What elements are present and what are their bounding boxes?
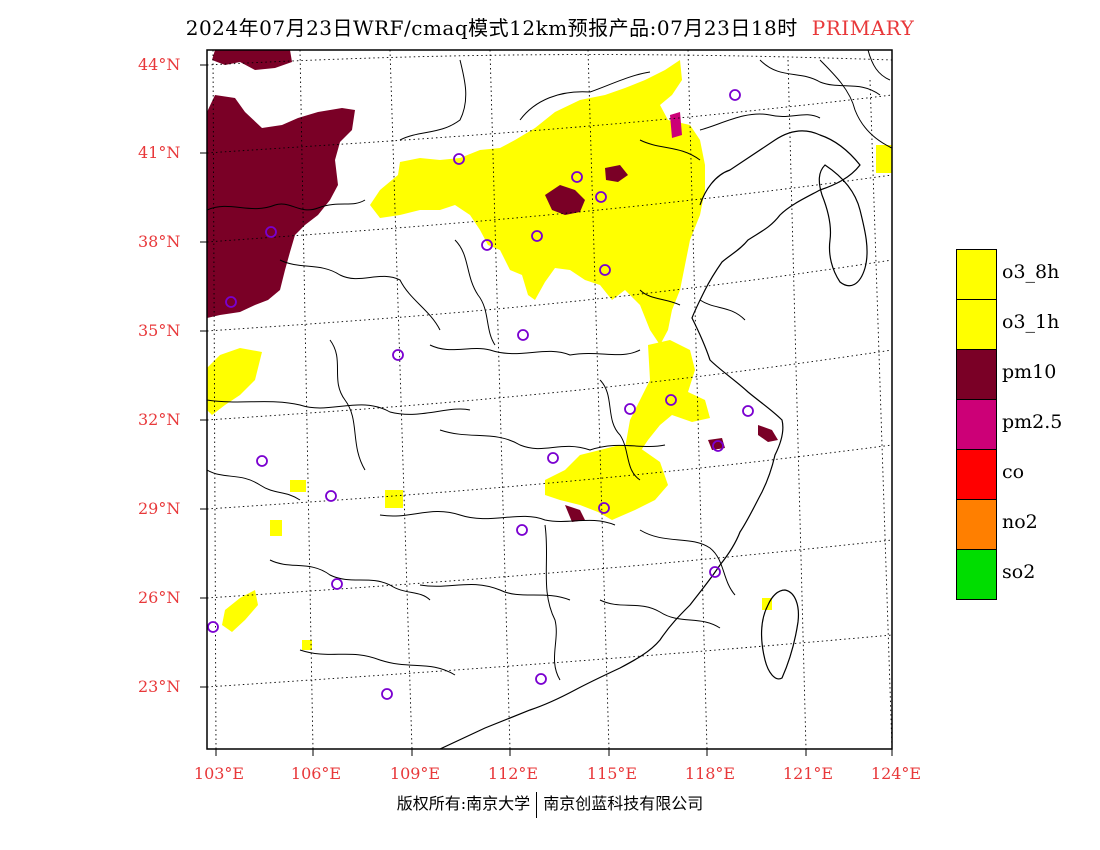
- pmc-cluster-east: [758, 425, 778, 442]
- station-marker: [325, 490, 337, 502]
- lon-label: 106°E: [290, 764, 342, 783]
- lon-label: 115°E: [586, 764, 638, 783]
- pm10-region-north: [212, 50, 292, 70]
- lon-label: 124°E: [870, 764, 922, 783]
- legend-swatch: [956, 449, 997, 500]
- legend-label: pm10: [1002, 361, 1057, 383]
- o3-patch-small-1: [385, 490, 403, 508]
- lat-label: 41°N: [138, 143, 181, 162]
- title-main: 2024年07月23日WRF/cmaq模式12km预报产品:07月23日18时: [185, 16, 798, 40]
- legend-label: so2: [1002, 561, 1036, 583]
- legend-label: no2: [1002, 511, 1038, 533]
- station-marker: [599, 264, 611, 276]
- station-marker: [535, 673, 547, 685]
- lat-label: 26°N: [138, 588, 181, 607]
- station-marker: [453, 153, 465, 165]
- legend-swatch: [956, 299, 997, 350]
- o3-patch-southwest: [222, 590, 258, 632]
- o3-plume-north: [370, 60, 705, 345]
- lon-label: 109°E: [389, 764, 441, 783]
- legend-swatch: [956, 399, 997, 450]
- o3-patch-small-2: [270, 520, 282, 536]
- station-marker: [624, 403, 636, 415]
- lon-label: 121°E: [782, 764, 834, 783]
- station-marker: [665, 394, 677, 406]
- map-frame: [206, 49, 893, 750]
- station-marker: [331, 578, 343, 590]
- legend-label: o3_1h: [1002, 311, 1060, 333]
- lat-label: 23°N: [138, 677, 181, 696]
- o3-patch-central: [545, 445, 668, 520]
- lat-label: 44°N: [138, 55, 181, 74]
- credit-left: 版权所有:南京大学: [396, 794, 531, 813]
- legend-label: pm2.5: [1002, 411, 1063, 433]
- station-marker: [709, 566, 721, 578]
- lon-label: 103°E: [193, 764, 245, 783]
- pm10-cluster-beijing: [545, 185, 585, 215]
- map-title: 2024年07月23日WRF/cmaq模式12km预报产品:07月23日18时 P…: [0, 12, 1100, 41]
- lon-label: 112°E: [487, 764, 539, 783]
- map-area: [207, 50, 892, 749]
- border-northeast: [819, 59, 892, 149]
- pm25-cluster-north: [670, 112, 682, 138]
- lat-label: 38°N: [138, 232, 181, 251]
- province-boundaries: [207, 59, 881, 681]
- credit-right: 南京创蓝科技有限公司: [543, 794, 704, 813]
- station-marker: [256, 455, 268, 467]
- station-marker: [598, 502, 610, 514]
- o3-patch-small-5: [876, 145, 892, 173]
- station-marker: [571, 171, 583, 183]
- pm10-cluster-tianjin: [605, 165, 628, 182]
- lat-label: 32°N: [138, 410, 181, 429]
- legend-swatch: [956, 249, 997, 300]
- station-marker: [225, 296, 237, 308]
- legend-label: o3_8h: [1002, 261, 1060, 283]
- axis-ticks: [200, 64, 893, 756]
- legend-swatch: [956, 349, 997, 400]
- station-marker: [531, 230, 543, 242]
- station-marker: [392, 349, 404, 361]
- o3-patch-small-4: [762, 598, 772, 610]
- pm10-cluster-central: [565, 505, 585, 522]
- lat-label: 29°N: [138, 499, 181, 518]
- copyright-credit: 版权所有:南京大学 南京创蓝科技有限公司: [0, 790, 1100, 818]
- korea-outline: [818, 164, 868, 287]
- o3-patch-west: [207, 348, 262, 415]
- coastline: [439, 130, 861, 749]
- o3-patch-small-3: [290, 480, 306, 492]
- station-marker: [547, 452, 559, 464]
- monitoring-stations: [207, 89, 754, 700]
- o3-patch-yangtze: [625, 340, 710, 455]
- o3-patch-small-6: [302, 640, 312, 650]
- border-north-line: [867, 50, 891, 81]
- station-marker: [742, 405, 754, 417]
- station-marker: [265, 226, 277, 238]
- graticule: [207, 50, 892, 749]
- title-tag: PRIMARY: [811, 16, 915, 40]
- station-marker: [516, 524, 528, 536]
- lon-label: 118°E: [684, 764, 736, 783]
- legend-swatch: [956, 549, 997, 600]
- station-marker: [481, 239, 493, 251]
- station-marker: [595, 191, 607, 203]
- taiwan-outline: [761, 589, 800, 680]
- credit-separator: [536, 791, 538, 818]
- station-marker: [729, 89, 741, 101]
- legend-swatch: [956, 499, 997, 550]
- station-marker: [207, 621, 219, 633]
- lat-label: 35°N: [138, 321, 181, 340]
- legend-label: co: [1002, 461, 1025, 483]
- station-marker: [381, 688, 393, 700]
- station-marker: [712, 440, 724, 452]
- station-marker: [517, 329, 529, 341]
